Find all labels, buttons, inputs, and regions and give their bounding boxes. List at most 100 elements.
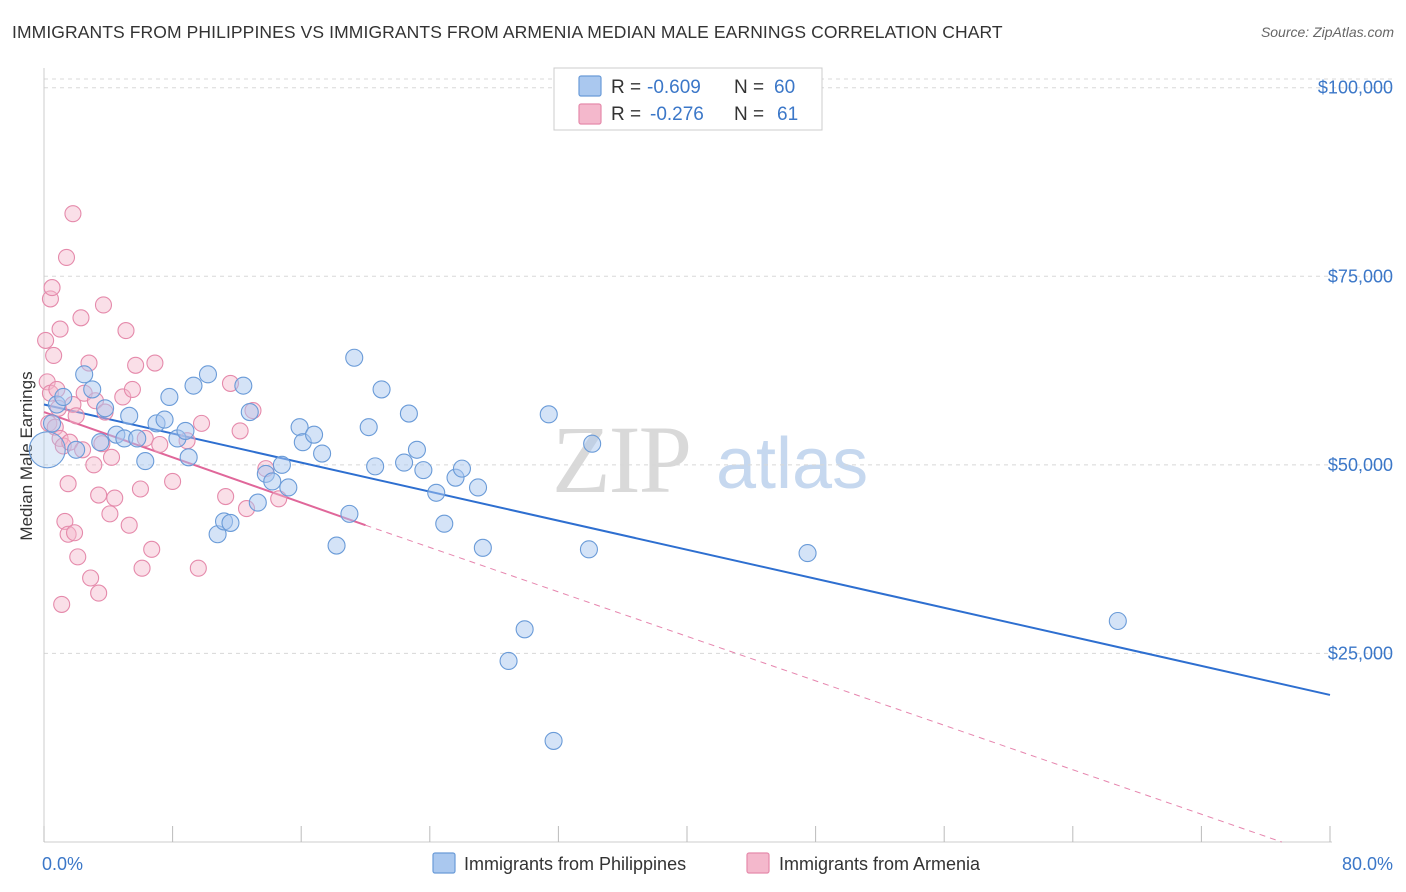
philippines-point [407, 440, 426, 459]
philippines-point [120, 406, 139, 425]
philippines-point [42, 414, 62, 433]
philippines-point [327, 536, 346, 555]
philippines-point [279, 478, 298, 497]
bottom-legend-swatch-armenia [746, 852, 770, 874]
philippines-point [263, 472, 282, 491]
bottom-legend-label-philippines: Immigrants from Philippines [464, 854, 686, 874]
x-tick-labels: 0.0% 80.0% [42, 854, 1393, 874]
armenia-point [164, 472, 182, 491]
legend-n-label-armenia: N = [734, 104, 764, 125]
armenia-point [65, 524, 84, 542]
legend-n-value-armenia: 61 [777, 104, 798, 125]
philippines-point [1108, 611, 1127, 631]
legend-n-label-philippines: N = [734, 77, 764, 98]
philippines-point [83, 380, 102, 399]
philippines-point [452, 459, 472, 478]
y-tick-label: $50,000 [1328, 455, 1393, 475]
philippines-point [305, 425, 324, 444]
philippines-point [176, 421, 195, 440]
armenia-point [85, 456, 103, 474]
armenia-point [43, 279, 61, 297]
armenia-trend-line [43, 411, 366, 527]
philippines-point [75, 365, 94, 384]
legend-swatch-philippines [578, 75, 602, 97]
armenia-point [101, 505, 119, 523]
philippines-point [128, 429, 147, 448]
bottom-legend-swatch-philippines [432, 852, 456, 874]
philippines-point [798, 544, 817, 563]
watermark: ZIP atlas [552, 406, 868, 513]
y-tick-label: $75,000 [1328, 266, 1393, 286]
philippines-points [28, 348, 1127, 750]
philippines-point [583, 434, 602, 453]
philippines-point [544, 731, 563, 750]
philippines-point [395, 453, 414, 472]
watermark-zip: ZIP [552, 406, 690, 513]
x-tick-label: 0.0% [42, 854, 83, 874]
philippines-point [221, 513, 240, 532]
armenia-point [82, 569, 100, 587]
philippines-point [473, 538, 492, 557]
philippines-point [54, 387, 73, 407]
legend-r-value-armenia: -0.276 [650, 104, 704, 125]
source-credit: Source: ZipAtlas.com [1260, 24, 1394, 40]
y-axis-title: Median Male Earnings [17, 371, 36, 540]
armenia-point [131, 480, 149, 498]
armenia-point [72, 309, 90, 327]
philippines-point [184, 376, 203, 395]
philippines-point [515, 620, 534, 639]
bottom-legend: Immigrants from Philippines Immigrants f… [432, 852, 981, 874]
philippines-point [272, 455, 291, 474]
armenia-point [64, 205, 82, 223]
philippines-point [136, 452, 155, 471]
x-ticks [43, 826, 1331, 842]
philippines-point [155, 410, 174, 429]
armenia-point [56, 512, 74, 530]
armenia-point [189, 559, 207, 577]
armenia-point [270, 490, 288, 508]
armenia-point [102, 448, 121, 466]
philippines-point [499, 651, 518, 671]
philippines-point [414, 461, 433, 480]
watermark-atlas: atlas [716, 424, 868, 504]
armenia-point [127, 356, 145, 374]
armenia-trend-extension [365, 524, 1282, 843]
philippines-point [96, 399, 115, 418]
trend-lines [43, 403, 1331, 843]
philippines-point [248, 493, 267, 512]
armenia-point [90, 584, 108, 602]
armenia-point [59, 475, 77, 493]
armenia-point [192, 414, 211, 432]
legend-n-value-philippines: 60 [774, 77, 795, 98]
bottom-legend-label-armenia: Immigrants from Armenia [779, 854, 981, 874]
x-tick-label: 80.0% [1342, 854, 1393, 874]
axes [43, 68, 1332, 843]
philippines-point [359, 418, 378, 437]
philippines-point [198, 365, 218, 384]
armenia-point [106, 489, 124, 507]
legend-r-label-armenia: R = [611, 104, 641, 125]
armenia-point [123, 380, 141, 398]
philippines-point [160, 387, 179, 407]
philippines-point [67, 440, 86, 459]
armenia-point [133, 559, 151, 577]
armenia-point [51, 320, 69, 338]
armenia-point [143, 540, 161, 558]
legend-swatch-armenia [578, 103, 602, 125]
armenia-point [151, 435, 169, 454]
y-tick-label: $100,000 [1318, 78, 1393, 98]
philippines-point [91, 433, 110, 452]
philippines-trend-line [43, 403, 1331, 696]
philippines-point [427, 483, 446, 502]
philippines-point [399, 404, 418, 423]
gridlines [44, 78, 1394, 654]
philippines-point [28, 431, 66, 469]
philippines-point [234, 376, 253, 395]
armenia-point [45, 346, 63, 365]
legend: R = -0.609 N = 60 R = -0.276 N = 61 [553, 67, 823, 131]
armenia-point [146, 354, 164, 372]
philippines-point [366, 457, 385, 476]
armenia-point [53, 595, 71, 613]
chart-title: IMMIGRANTS FROM PHILIPPINES VS IMMIGRANT… [12, 22, 1003, 42]
